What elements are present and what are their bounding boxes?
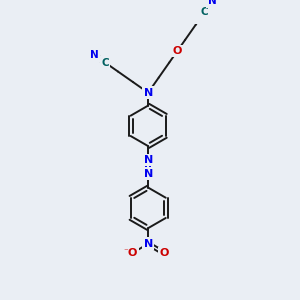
- Text: C: C: [101, 58, 109, 68]
- Text: N: N: [90, 50, 99, 60]
- Text: N: N: [143, 155, 153, 165]
- Text: N: N: [143, 169, 153, 179]
- Text: O: O: [128, 248, 137, 258]
- Text: N: N: [143, 88, 153, 98]
- Text: N: N: [208, 0, 217, 6]
- Text: ⁻: ⁻: [124, 248, 128, 256]
- Text: O: O: [159, 248, 169, 258]
- Text: N: N: [143, 239, 153, 249]
- Text: O: O: [172, 46, 182, 56]
- Text: C: C: [201, 7, 208, 17]
